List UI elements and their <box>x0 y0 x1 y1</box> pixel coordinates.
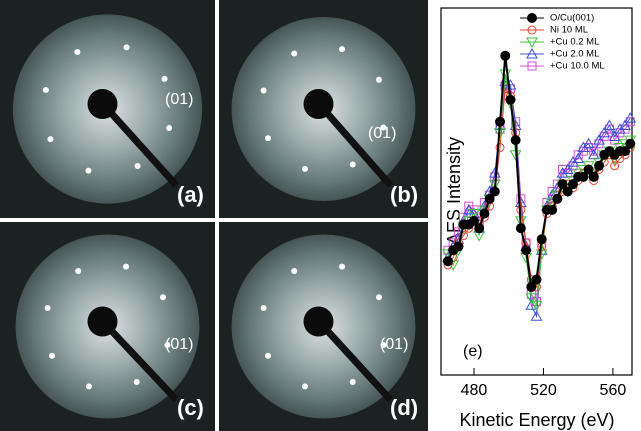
marker <box>589 172 598 181</box>
diffraction-spot <box>135 163 141 169</box>
diffraction-spot <box>75 268 81 274</box>
marker <box>626 139 635 148</box>
diffraction-spot <box>124 44 130 50</box>
panel-label: (a) <box>177 182 204 207</box>
panel-label: (b) <box>390 182 418 207</box>
diffraction-spot <box>302 383 308 389</box>
diffraction-spot <box>85 168 91 174</box>
diffraction-spot <box>376 77 382 83</box>
marker <box>496 117 505 126</box>
diffraction-spot <box>43 87 49 93</box>
panel-label: (e) <box>463 343 483 360</box>
marker <box>511 136 520 145</box>
spot-label: (01) <box>165 336 193 353</box>
marker <box>595 161 604 170</box>
diffraction-spot <box>134 379 140 385</box>
marker <box>553 194 562 203</box>
diffraction-spot <box>376 294 382 300</box>
x-tick-label: 520 <box>530 382 557 399</box>
legend-label: O/Cu(001) <box>550 13 594 24</box>
marker <box>501 51 510 60</box>
marker <box>522 246 531 255</box>
x-tick-label: 560 <box>600 382 627 399</box>
diffraction-spot <box>302 166 308 172</box>
diffraction-spot <box>47 136 53 142</box>
diffraction-spot <box>265 135 271 141</box>
diffraction-spot <box>123 264 129 270</box>
electron-gun <box>304 89 334 119</box>
figure: (a) (01) (b) (01) (c) (01) (d) (01) Kinetic Ene… <box>0 0 641 431</box>
diffraction-spot <box>350 379 356 385</box>
aes-chart: Kinetic Energy (eV) AES Intensity (e) 48… <box>441 8 635 430</box>
panel-label: (d) <box>390 395 418 420</box>
diffraction-spot <box>162 76 168 82</box>
panel-label: (c) <box>177 395 204 420</box>
diffraction-spot <box>261 305 267 311</box>
marker <box>480 209 489 218</box>
marker <box>532 275 541 284</box>
diffraction-spot <box>339 46 345 52</box>
diffraction-spot <box>74 49 80 55</box>
marker <box>548 205 557 214</box>
spot-label: (01) <box>368 125 396 142</box>
legend-label: Ni 10 ML <box>550 25 588 36</box>
leed-panels: (a) (01) (b) (01) (c) (01) (d) (01) <box>0 0 428 431</box>
diffraction-spot <box>291 51 297 57</box>
x-tick-label: 480 <box>461 382 488 399</box>
spot-label: (01) <box>380 336 408 353</box>
diffraction-spot <box>45 305 51 311</box>
diffraction-spot <box>166 125 172 131</box>
marker <box>454 242 463 251</box>
marker <box>506 95 515 104</box>
diffraction-spot <box>49 353 55 359</box>
legend-label: +Cu 0.2 ML <box>550 37 599 48</box>
marker <box>490 187 499 196</box>
legend-label: +Cu 2.0 ML <box>550 49 599 60</box>
spot-label: (01) <box>165 91 193 108</box>
marker <box>443 257 452 266</box>
electron-gun <box>88 89 118 119</box>
marker <box>528 14 537 23</box>
electron-gun <box>304 307 334 337</box>
diffraction-spot <box>291 268 297 274</box>
diffraction-spot <box>261 87 267 93</box>
electron-gun <box>88 307 118 337</box>
marker <box>516 224 525 233</box>
diffraction-spot <box>265 353 271 359</box>
diffraction-spot <box>339 264 345 270</box>
legend-label: +Cu 10.0 ML <box>550 61 605 72</box>
marker <box>475 224 484 233</box>
marker <box>537 235 546 244</box>
diffraction-spot <box>86 383 92 389</box>
diffraction-spot <box>160 294 166 300</box>
diffraction-spot <box>350 161 356 167</box>
x-axis-label: Kinetic Energy (eV) <box>459 410 614 430</box>
